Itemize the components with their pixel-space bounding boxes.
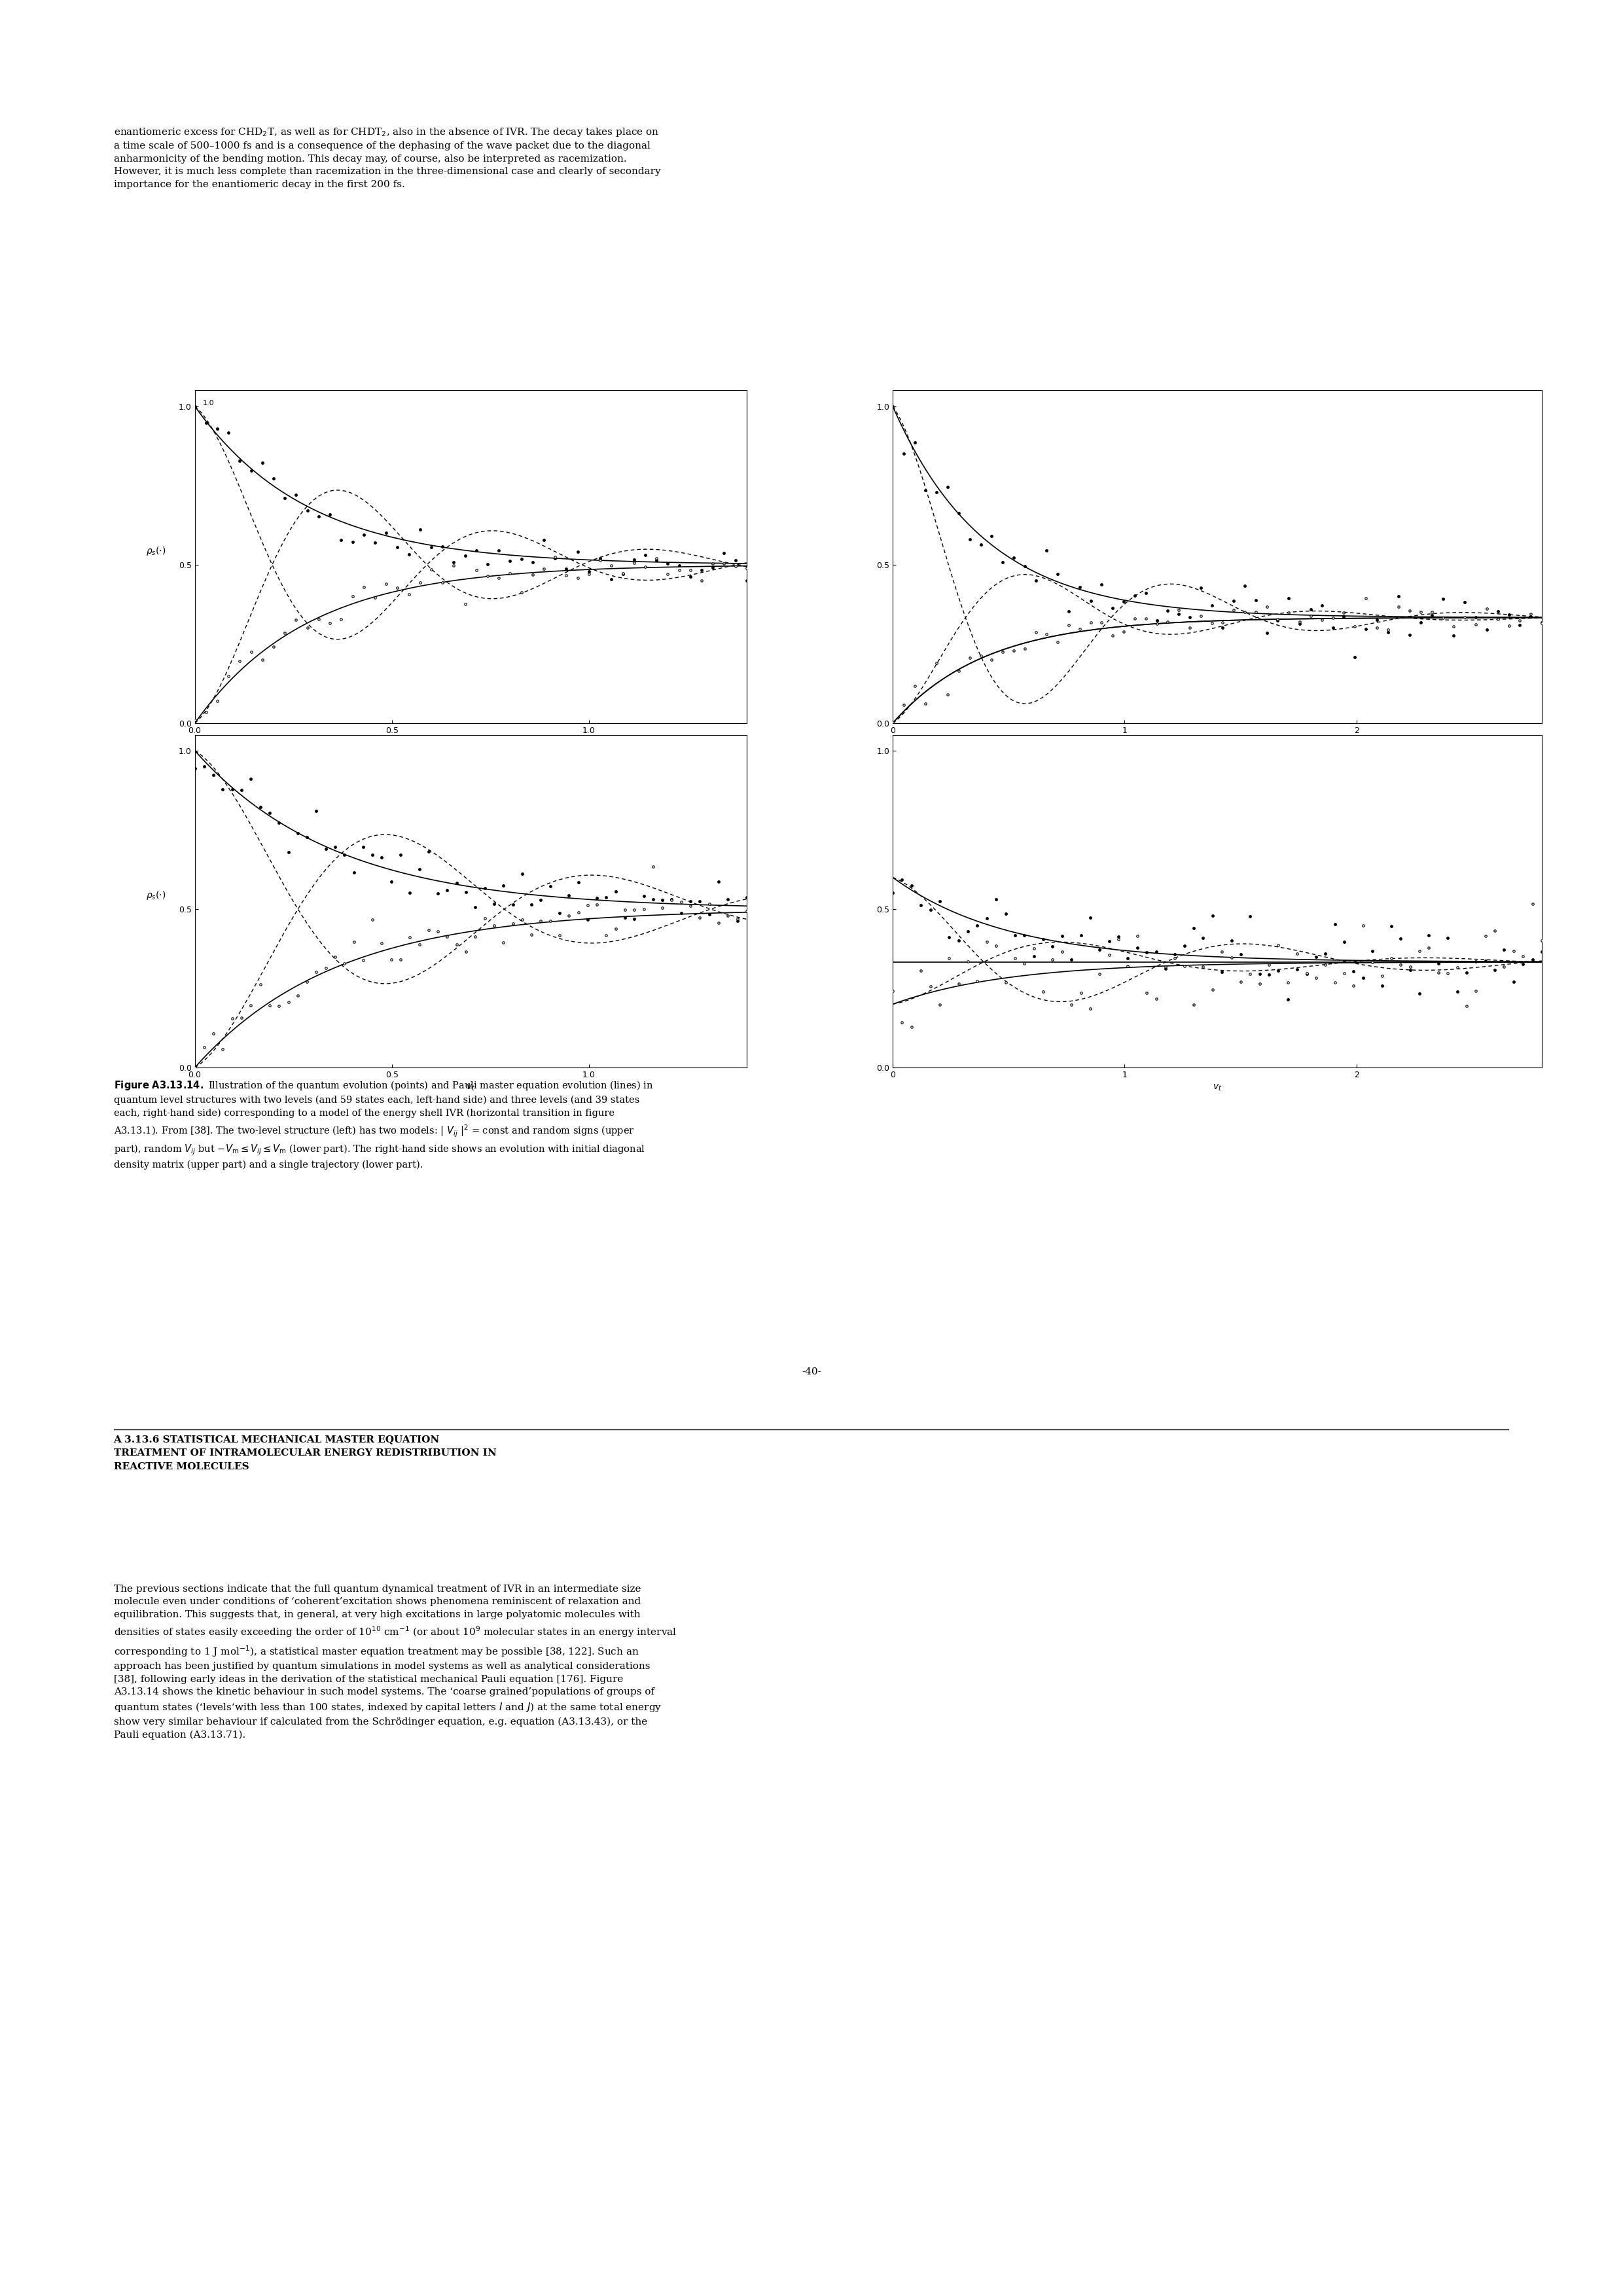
Text: A 3.13.6 STATISTICAL MECHANICAL MASTER EQUATION
TREATMENT OF INTRAMOLECULAR ENER: A 3.13.6 STATISTICAL MECHANICAL MASTER E… <box>114 1435 497 1472</box>
Y-axis label: $\rho_s(\cdot)$: $\rho_s(\cdot)$ <box>146 889 166 900</box>
Text: enantiomeric excess for CHD$_2$T, as well as for CHDT$_2$, also in the absence o: enantiomeric excess for CHD$_2$T, as wel… <box>114 126 661 188</box>
Y-axis label: $\rho_s(\cdot)$: $\rho_s(\cdot)$ <box>146 544 166 556</box>
Text: The previous sections indicate that the full quantum dynamical treatment of IVR : The previous sections indicate that the … <box>114 1584 677 1740</box>
Text: 1.0: 1.0 <box>203 400 214 406</box>
Text: -40-: -40- <box>802 1368 821 1375</box>
X-axis label: $v_t$: $v_t$ <box>1212 1084 1222 1093</box>
Text: $\bf{Figure\ A3.13.14.}$ Illustration of the quantum evolution (points) and Paul: $\bf{Figure\ A3.13.14.}$ Illustration of… <box>114 1079 652 1169</box>
X-axis label: $v_t$: $v_t$ <box>466 1084 476 1093</box>
